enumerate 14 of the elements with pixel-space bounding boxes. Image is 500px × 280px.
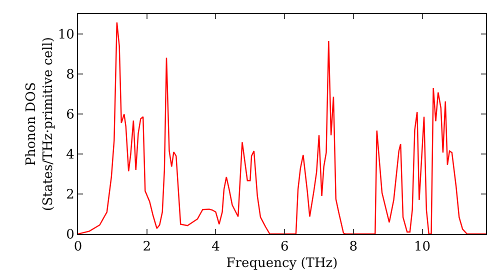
y-axis-title: Phonon DOS (States/THz·primitive cell) bbox=[24, 36, 56, 212]
y-tick-label: 2 bbox=[66, 188, 74, 203]
x-tick-label: 10 bbox=[414, 240, 431, 255]
x-axis-title: Frequency (THz) bbox=[226, 256, 338, 272]
x-tick-label: 6 bbox=[280, 240, 289, 255]
y-tick-label: 10 bbox=[58, 28, 74, 43]
x-tick-label: 2 bbox=[142, 240, 151, 255]
y-tick-label: 6 bbox=[66, 108, 74, 123]
y-tick-label: 4 bbox=[66, 148, 74, 163]
y-tick-label: 8 bbox=[66, 68, 74, 83]
line-series bbox=[78, 22, 486, 234]
y-tick-label: 0 bbox=[66, 228, 74, 243]
x-tick-label: 4 bbox=[212, 240, 220, 255]
x-tick-label: 8 bbox=[349, 240, 358, 255]
